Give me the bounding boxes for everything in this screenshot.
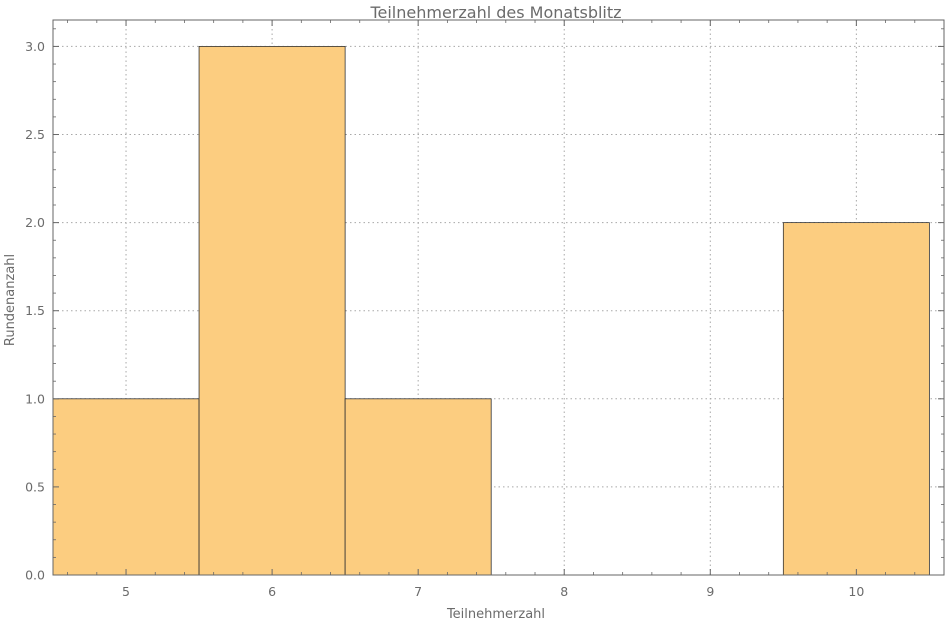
y-tick-label: 0.0 — [25, 568, 45, 583]
x-tick-label: 10 — [848, 584, 864, 599]
bar-7 — [344, 398, 492, 576]
y-tick-label: 2.0 — [25, 215, 45, 230]
x-tick-label: 5 — [122, 584, 130, 599]
x-tick-label: 7 — [414, 584, 422, 599]
x-tick-label: 8 — [560, 584, 568, 599]
bar-5 — [52, 398, 200, 576]
y-axis-title: Rundenanzahl — [3, 254, 18, 346]
bars — [52, 46, 930, 576]
y-tick-label: 2.5 — [25, 127, 45, 142]
tick-marks — [53, 20, 945, 576]
bar-10 — [782, 222, 930, 576]
plot-border — [52, 19, 945, 576]
tick-labels: 5 6 7 8 9 10 0.0 0.5 1.0 1.5 2.0 2.5 3.0 — [25, 39, 864, 599]
y-tick-label: 0.5 — [25, 479, 45, 494]
x-tick-label: 6 — [268, 584, 276, 599]
chart-title: Teilnehmerzahl des Monatsblitz — [369, 3, 621, 22]
y-tick-label: 3.0 — [25, 39, 45, 54]
y-tick-label: 1.5 — [25, 303, 45, 318]
x-tick-label: 9 — [706, 584, 714, 599]
plot-frame — [52, 19, 945, 576]
y-tick-label: 1.0 — [25, 391, 45, 406]
x-axis-title: Teilnehmerzahl — [446, 607, 545, 621]
bar-6 — [198, 46, 346, 576]
